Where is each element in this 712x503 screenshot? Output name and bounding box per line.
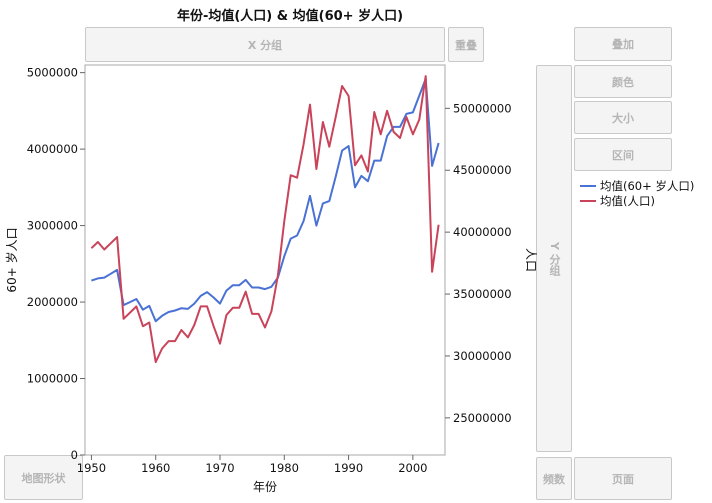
y-right-tick-label: 30000000: [453, 349, 512, 363]
x-tick-label: 1990: [334, 461, 363, 475]
y-left-tick-label: 2000000: [27, 295, 78, 309]
page-label: 页面: [612, 472, 634, 486]
legend-swatch-elderly: [580, 184, 596, 187]
freq-label: 频数: [543, 472, 565, 486]
map-shape-label: 地图形状: [21, 471, 66, 485]
y-right-tick-label: 40000000: [453, 225, 512, 239]
legend[interactable]: 均值(60+ 岁人口) 均值(人口): [580, 178, 694, 208]
size-label: 大小: [612, 111, 634, 125]
plot-frame: [84, 64, 446, 456]
overlap-label: 重叠: [455, 38, 477, 52]
y-left-tick-label: 4000000: [27, 142, 78, 156]
page-zone[interactable]: 页面: [574, 457, 672, 500]
chart-title: 年份-均值(人口) & 均值(60+ 岁人口): [176, 9, 404, 24]
y-right-tick-label: 45000000: [453, 163, 512, 177]
series-line-population: [90, 75, 440, 364]
y-axis-left-title[interactable]: 60+ 岁人口: [4, 227, 19, 292]
y-left-tick-label: 3000000: [27, 219, 78, 233]
overlap-zone[interactable]: 重叠: [448, 27, 484, 62]
x-tick-label: 1960: [141, 461, 170, 475]
x-tick-label: 1970: [205, 461, 234, 475]
freq-zone[interactable]: 频数: [536, 457, 572, 500]
y-axis-right: 25000000 30000000 35000000 40000000 45000000…: [445, 101, 512, 425]
series-line-elderly: [91, 77, 440, 323]
x-group-zone[interactable]: X 分组: [85, 27, 445, 62]
y-left-tick-label: 5000000: [27, 66, 78, 80]
map-shape-zone[interactable]: 地图形状: [4, 455, 83, 500]
x-group-label: X 分组: [247, 38, 283, 52]
legend-item-elderly[interactable]: 均值(60+ 岁人口): [580, 178, 694, 193]
y-right-tick-label: 35000000: [453, 287, 512, 301]
y-right-tick-label: 25000000: [453, 411, 512, 425]
legend-label-population: 均值(人口): [600, 193, 655, 208]
interval-zone[interactable]: 区间: [574, 138, 672, 171]
y-group-zone[interactable]: Y 分组: [536, 65, 572, 452]
legend-item-population[interactable]: 均值(人口): [580, 193, 694, 208]
size-zone[interactable]: 大小: [574, 101, 672, 134]
legend-swatch-population: [580, 199, 596, 202]
x-tick-label: 1980: [270, 461, 299, 475]
y-group-label: Y 分组: [548, 241, 561, 276]
stack-label: 叠加: [612, 38, 634, 51]
y-left-tick-label: 1000000: [27, 372, 78, 386]
x-tick-label: 2000: [398, 461, 427, 475]
stack-zone[interactable]: 叠加: [574, 27, 672, 61]
x-axis: 1950 1960 1970 1980 1990 2000: [77, 455, 427, 475]
y-right-tick-label: 50000000: [453, 101, 512, 115]
interval-label: 区间: [612, 148, 634, 162]
color-zone[interactable]: 颜色: [574, 65, 672, 98]
series-layer: [90, 75, 440, 364]
x-axis-title[interactable]: 年份: [253, 480, 277, 494]
color-label: 颜色: [612, 75, 634, 89]
legend-label-elderly: 均值(60+ 岁人口): [600, 178, 695, 193]
